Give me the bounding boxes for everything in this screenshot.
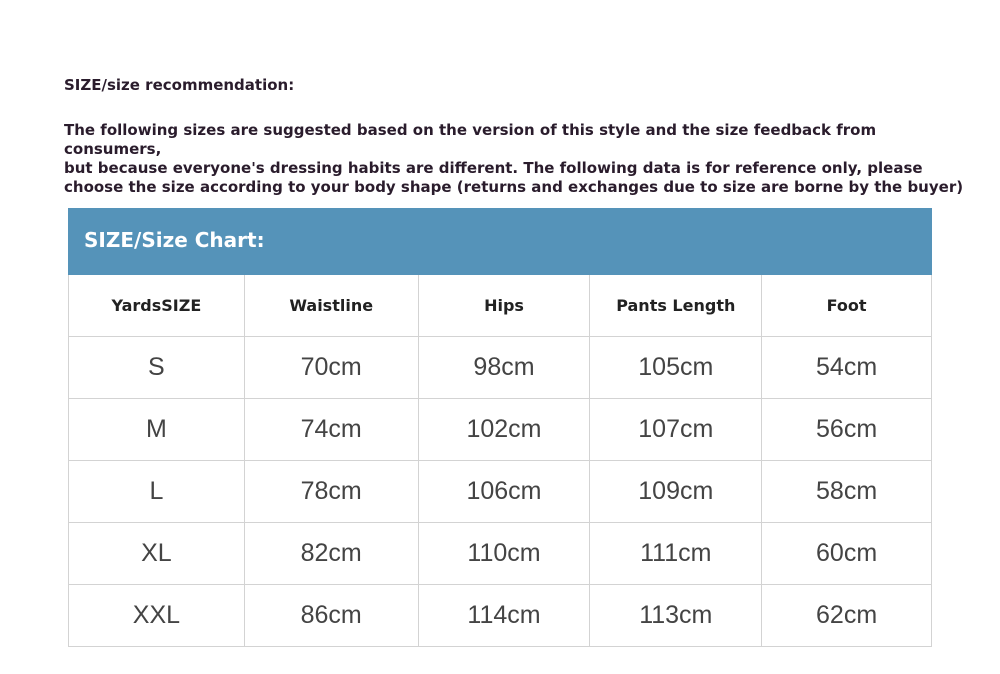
- table-cell: XXL: [69, 585, 245, 646]
- column-header: Hips: [419, 275, 591, 336]
- table-cell: 82cm: [245, 523, 419, 584]
- table-cell: 86cm: [245, 585, 419, 646]
- table-cell: 70cm: [245, 337, 419, 398]
- table-cell: 74cm: [245, 399, 419, 460]
- table-row: S 70cm 98cm 105cm 54cm: [68, 337, 932, 399]
- table-cell: 105cm: [590, 337, 763, 398]
- table-cell: 62cm: [762, 585, 932, 646]
- table-cell: 102cm: [419, 399, 591, 460]
- table-cell: 113cm: [590, 585, 763, 646]
- table-cell: 60cm: [762, 523, 932, 584]
- size-chart-title: SIZE/Size Chart:: [68, 208, 932, 275]
- table-cell: 98cm: [419, 337, 591, 398]
- table-cell: 107cm: [590, 399, 763, 460]
- column-header: YardsSIZE: [69, 275, 245, 336]
- table-cell: 58cm: [762, 461, 932, 522]
- table-cell: 110cm: [419, 523, 591, 584]
- table-cell: 114cm: [419, 585, 591, 646]
- table-cell: 56cm: [762, 399, 932, 460]
- column-header: Waistline: [245, 275, 419, 336]
- table-header-row: YardsSIZE Waistline Hips Pants Length Fo…: [68, 275, 932, 337]
- table-row: XL 82cm 110cm 111cm 60cm: [68, 523, 932, 585]
- table-cell: 78cm: [245, 461, 419, 522]
- size-description: The following sizes are suggested based …: [64, 121, 964, 196]
- table-cell: S: [69, 337, 245, 398]
- column-header: Foot: [762, 275, 932, 336]
- column-header: Pants Length: [590, 275, 763, 336]
- table-cell: L: [69, 461, 245, 522]
- table-cell: XL: [69, 523, 245, 584]
- page-title: SIZE/size recommendation:: [64, 76, 295, 94]
- table-row: M 74cm 102cm 107cm 56cm: [68, 399, 932, 461]
- table-row: XXL 86cm 114cm 113cm 62cm: [68, 585, 932, 647]
- table-cell: 109cm: [590, 461, 763, 522]
- size-chart-table: SIZE/Size Chart: YardsSIZE Waistline Hip…: [68, 208, 932, 647]
- table-row: L 78cm 106cm 109cm 58cm: [68, 461, 932, 523]
- table-cell: 111cm: [590, 523, 763, 584]
- table-cell: 106cm: [419, 461, 591, 522]
- table-cell: M: [69, 399, 245, 460]
- table-cell: 54cm: [762, 337, 932, 398]
